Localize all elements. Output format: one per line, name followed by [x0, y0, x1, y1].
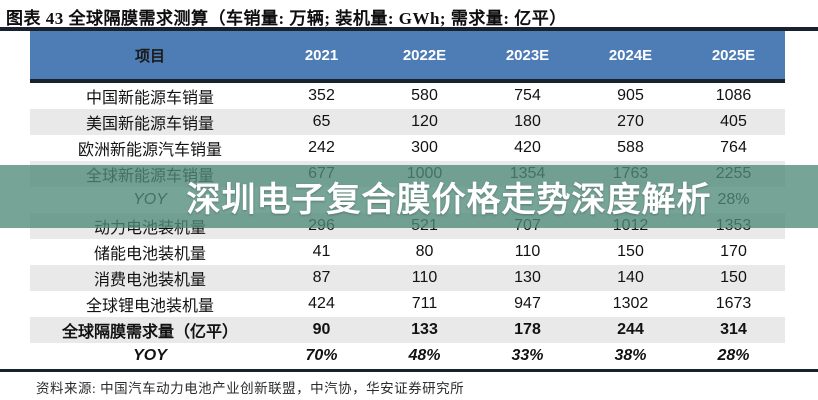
column-header: 2022E: [402, 46, 447, 64]
row-value: 90: [312, 321, 331, 338]
row-value: 133: [411, 321, 438, 338]
row-value: 178: [514, 321, 541, 338]
row-value: 1302: [612, 295, 649, 312]
row-value: 120: [411, 113, 438, 130]
watermark-banner: 深圳电子复合膜价格走势深度解析: [0, 165, 818, 228]
table-header-row: 项目 2021 2022E 2023E 2024E 2025E: [30, 31, 785, 79]
row-value: 110: [411, 269, 438, 286]
row-value: 87: [312, 269, 331, 286]
row-value: 28%: [717, 347, 750, 364]
table-row: 中国新能源车销量 352 580 754 905 1086: [30, 83, 785, 109]
row-value: 764: [720, 139, 747, 156]
row-value: 352: [308, 87, 335, 104]
row-value: 1673: [715, 295, 752, 312]
row-value: 242: [308, 139, 335, 156]
row-value: 48%: [408, 347, 441, 364]
row-value: 905: [617, 87, 644, 104]
column-header: 2024E: [608, 46, 653, 64]
row-value: 947: [514, 295, 541, 312]
row-value: 130: [514, 269, 541, 286]
watermark-text: 深圳电子复合膜价格走势深度解析: [186, 181, 712, 219]
row-label: 全球锂电池装机量: [85, 298, 214, 315]
row-value: 405: [720, 113, 747, 130]
row-value: 150: [720, 269, 747, 286]
row-value: 270: [617, 113, 644, 130]
row-value: 41: [312, 243, 331, 260]
row-label: 消费电池装机量: [93, 272, 206, 289]
column-header: 项目: [134, 48, 165, 65]
column-header: 2025E: [711, 46, 756, 64]
row-label: YOY: [133, 347, 167, 364]
row-value: 580: [411, 87, 438, 104]
row-value: 424: [308, 295, 335, 312]
table-row: 全球隔膜需求量（亿平） 90 133 178 244 314: [30, 317, 785, 343]
row-value: 70%: [305, 347, 338, 364]
row-value: 1086: [715, 87, 752, 104]
bottom-rule: [0, 369, 818, 372]
row-label: 欧洲新能源汽车销量: [77, 142, 222, 159]
row-value: 588: [617, 139, 644, 156]
row-value: 110: [514, 243, 541, 260]
row-value: 314: [720, 321, 747, 338]
table-row: 储能电池装机量 41 80 110 150 170: [30, 239, 785, 265]
row-value: 244: [617, 321, 644, 338]
header-bottom-rule: [30, 79, 785, 83]
figure-title: 图表 43 全球隔膜需求测算（车销量: 万辆; 装机量: GWh; 需求量: 亿…: [6, 9, 567, 28]
row-value: 65: [312, 113, 331, 130]
top-rule: [0, 27, 818, 31]
row-value: 150: [617, 243, 644, 260]
row-value: 170: [720, 243, 747, 260]
row-value: 711: [411, 295, 438, 312]
column-header: 2021: [304, 46, 339, 64]
row-value: 80: [415, 243, 434, 260]
column-header: 2023E: [505, 46, 550, 64]
row-value: 33%: [511, 347, 544, 364]
source-note: 资料来源: 中国汽车动力电池产业创新联盟，中汽协，华安证券研究所: [36, 381, 465, 396]
table-row: 全球锂电池装机量 424 711 947 1302 1673: [30, 291, 785, 317]
row-value: 180: [514, 113, 541, 130]
table-row: 美国新能源车销量 65 120 180 270 405: [30, 109, 785, 135]
table-row: 欧洲新能源汽车销量 242 300 420 588 764: [30, 135, 785, 161]
row-label: 储能电池装机量: [93, 246, 206, 263]
row-value: 300: [411, 139, 438, 156]
table-row: YOY 70% 48% 33% 38% 28%: [30, 343, 785, 369]
row-value: 420: [514, 139, 541, 156]
row-value: 754: [514, 87, 541, 104]
row-value: 38%: [614, 347, 647, 364]
table-row: 消费电池装机量 87 110 130 140 150: [30, 265, 785, 291]
row-label: 美国新能源车销量: [85, 116, 214, 133]
row-label: 中国新能源车销量: [85, 90, 214, 107]
row-label: 全球隔膜需求量（亿平）: [61, 324, 238, 341]
row-value: 140: [617, 269, 644, 286]
